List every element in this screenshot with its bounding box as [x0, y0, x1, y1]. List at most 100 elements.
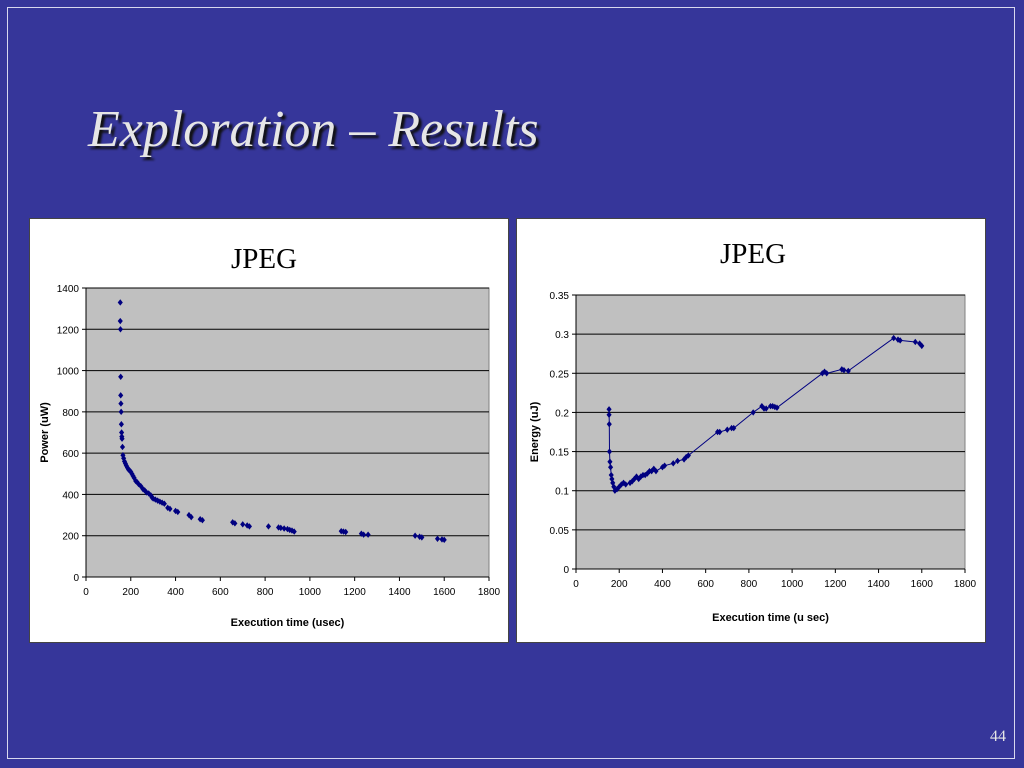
data-point	[618, 481, 624, 488]
data-point	[365, 531, 371, 538]
y-tick-label: 0.05	[550, 526, 570, 537]
data-point	[606, 448, 613, 455]
data-point	[291, 528, 297, 535]
data-point	[138, 482, 144, 490]
x-tick-label: 1400	[867, 579, 890, 590]
data-point	[919, 342, 925, 350]
data-point	[167, 505, 173, 513]
data-point	[606, 406, 612, 413]
data-point	[117, 317, 123, 325]
data-point	[642, 471, 648, 479]
x-tick-label: 200	[611, 579, 628, 590]
x-tick-label: 200	[122, 587, 139, 598]
data-point	[240, 521, 246, 528]
x-tick-label: 400	[654, 579, 671, 590]
data-point	[361, 531, 367, 538]
x-tick-label: 0	[83, 587, 89, 598]
data-point	[340, 528, 347, 535]
data-point	[724, 426, 730, 433]
x-tick-label: 0	[573, 579, 579, 590]
data-point	[117, 299, 123, 306]
x-tick-label: 1200	[344, 587, 367, 598]
energy-chart-panel: JPEG 0 0.05 0.1 0.15 0.2 0.25 0.3 0.35 0 200 400 600…	[516, 218, 986, 643]
x-tick-label: 600	[212, 587, 229, 598]
data-point	[891, 334, 897, 342]
data-point	[281, 525, 287, 532]
data-point	[895, 336, 901, 343]
data-point	[118, 392, 124, 399]
slide-title: Exploration – Results	[88, 101, 539, 158]
x-tick-label: 1400	[388, 587, 411, 598]
slide-frame	[7, 7, 1015, 759]
power-chart-panel: JPEG 0 200 400 600 800 1000 1200 1400 0 200 400 600 8…	[29, 218, 509, 643]
data-point	[845, 367, 851, 375]
y-axis-label: Energy (uJ)	[529, 401, 541, 462]
plot-area	[575, 294, 966, 570]
chart-title: JPEG	[231, 243, 297, 275]
y-tick-label: 0.15	[550, 448, 570, 459]
y-tick-label: 200	[62, 532, 79, 543]
y-tick-label: 0.2	[555, 408, 569, 419]
data-point	[118, 373, 124, 380]
data-point	[143, 489, 150, 496]
y-tick-label: 0.3	[555, 330, 569, 341]
data-point	[824, 370, 830, 377]
data-point	[612, 487, 618, 494]
y-axis-label: Power (uW)	[39, 402, 51, 463]
y-tick-label: 0	[563, 565, 569, 576]
y-tick-label: 400	[62, 490, 79, 501]
data-point	[117, 326, 124, 333]
data-point	[118, 421, 124, 428]
plot-area	[85, 287, 490, 578]
y-tick-label: 600	[62, 449, 79, 460]
y-tick-label: 0	[73, 573, 79, 584]
data-point	[118, 400, 124, 407]
y-tick-label: 1400	[57, 284, 80, 295]
data-point	[278, 524, 284, 532]
y-tick-label: 0.1	[555, 487, 569, 498]
data-point	[120, 452, 126, 459]
power-chart: JPEG 0 200 400 600 800 1000 1200 1400 0 200 400 600 8…	[39, 243, 501, 629]
data-point	[629, 478, 635, 485]
x-tick-label: 400	[167, 587, 184, 598]
x-tick-label: 1000	[781, 579, 804, 590]
data-point	[763, 405, 769, 412]
slide-number: 44	[990, 728, 1006, 745]
x-tick-label: 1600	[433, 587, 456, 598]
data-point	[119, 435, 125, 442]
x-tick-label: 1800	[478, 587, 501, 598]
data-point	[338, 527, 344, 535]
x-tick-label: 600	[697, 579, 714, 590]
x-tick-label: 1000	[299, 587, 322, 598]
data-point	[717, 428, 723, 436]
y-tick-label: 1000	[57, 367, 80, 378]
x-axis-label: Execution time (usec)	[231, 617, 345, 629]
y-tick-label: 800	[62, 408, 79, 419]
x-tick-label: 800	[741, 579, 758, 590]
data-point	[653, 467, 659, 475]
data-point	[662, 462, 668, 469]
data-point	[897, 337, 903, 344]
data-point	[119, 429, 125, 436]
data-point	[774, 404, 780, 411]
data-point	[675, 457, 681, 465]
data-point	[631, 475, 637, 483]
data-point	[608, 471, 614, 479]
y-tick-label: 1200	[57, 325, 80, 336]
data-point	[150, 495, 156, 502]
x-tick-label: 1200	[824, 579, 847, 590]
energy-chart: JPEG 0 0.05 0.1 0.15 0.2 0.25 0.3 0.35 0 200 400 600…	[529, 238, 977, 624]
y-tick-label: 0.25	[550, 369, 570, 380]
chart-title: JPEG	[720, 238, 786, 270]
y-tick-label: 0.35	[550, 291, 570, 302]
x-tick-label: 1800	[954, 579, 977, 590]
data-point	[685, 452, 691, 459]
x-tick-label: 800	[257, 587, 274, 598]
data-point	[750, 409, 756, 416]
data-point	[161, 500, 167, 507]
data-point	[606, 411, 612, 418]
x-axis-label: Execution time (u sec)	[712, 612, 829, 624]
data-point	[119, 443, 126, 451]
data-point	[419, 534, 425, 541]
x-tick-label: 1600	[911, 579, 934, 590]
